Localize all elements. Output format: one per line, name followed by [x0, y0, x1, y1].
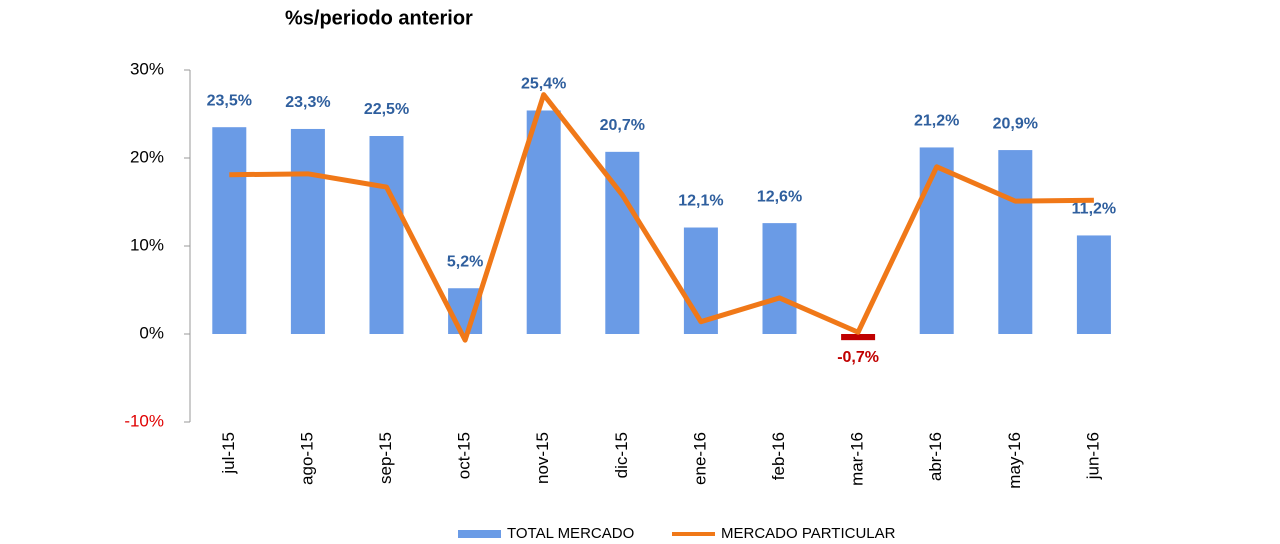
- y-tick-label: 10%: [130, 235, 164, 254]
- bar: [526, 110, 561, 334]
- x-tick-label: mar-16: [848, 432, 867, 486]
- value-label: 25,4%: [521, 76, 566, 93]
- bar: [841, 334, 876, 341]
- x-tick-label: sep-15: [376, 432, 395, 484]
- value-label: 20,9%: [993, 115, 1038, 132]
- y-tick-label: -10%: [124, 411, 164, 430]
- y-tick-label: 30%: [130, 59, 164, 78]
- y-tick-label: 0%: [139, 323, 164, 342]
- x-tick-label: jun-16: [1083, 432, 1102, 480]
- bar: [762, 223, 797, 334]
- value-label: 21,2%: [914, 113, 959, 130]
- x-tick-label: nov-15: [533, 432, 552, 484]
- x-tick-label: ene-16: [690, 432, 709, 485]
- x-tick-label: feb-16: [769, 432, 788, 480]
- bar: [212, 127, 247, 334]
- value-label: -0,7%: [837, 349, 879, 366]
- x-tick-label: ago-15: [297, 432, 316, 485]
- bar: [369, 136, 404, 334]
- x-tick-label: oct-15: [455, 432, 474, 479]
- bar: [998, 150, 1033, 334]
- value-label: 5,2%: [447, 253, 483, 270]
- x-tick-label: dic-15: [612, 432, 631, 478]
- legend-label: MERCADO PARTICULAR: [721, 525, 896, 542]
- x-tick-label: jul-15: [219, 432, 238, 475]
- bar: [290, 128, 325, 334]
- x-tick-label: may-16: [1005, 432, 1024, 489]
- value-label: 23,3%: [285, 94, 330, 111]
- bar: [919, 147, 954, 334]
- chart-title: %s/periodo anterior: [285, 7, 473, 29]
- legend-label: TOTAL MERCADO: [507, 525, 634, 542]
- value-label: 11,2%: [1072, 201, 1116, 218]
- y-tick-label: 20%: [130, 147, 164, 166]
- line: [229, 92, 1094, 343]
- value-label: 20,7%: [600, 117, 645, 134]
- value-label: 22,5%: [364, 101, 409, 118]
- value-label: 23,5%: [207, 92, 252, 109]
- legend-swatch: [458, 530, 501, 538]
- x-tick-label: abr-16: [926, 432, 945, 481]
- bar: [1076, 235, 1111, 334]
- value-label: 12,6%: [757, 188, 802, 205]
- value-label: 12,1%: [678, 193, 723, 210]
